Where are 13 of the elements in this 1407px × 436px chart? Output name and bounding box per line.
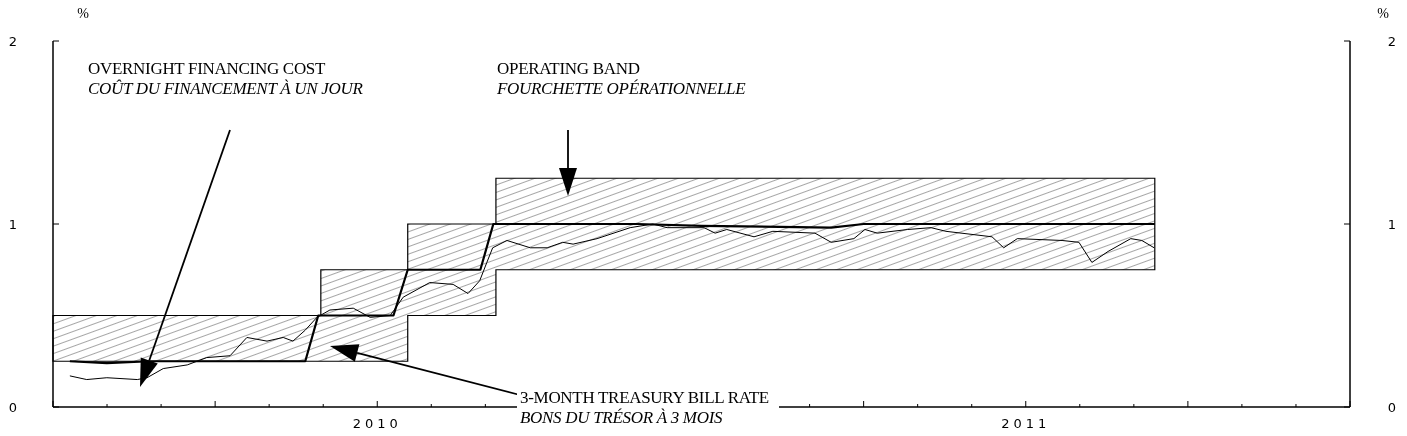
y-tick-label: 1 [8, 217, 18, 232]
annotation: OPERATING BAND FOURCHETTE OPÉRATIONNELLE [496, 59, 747, 98]
y2-tick-label: 1 [1387, 217, 1397, 232]
x-tick-label: 2010 [352, 416, 402, 431]
annotation: OVERNIGHT FINANCING COST COÛT DU FINANCEMENT À UN JOUR [88, 59, 364, 98]
annotation: 3-MONTH TREASURY BILL RATE BONS DU TRÉSOR À 3 MOIS [520, 388, 769, 427]
y2-tick-label: 0 [1387, 400, 1397, 415]
y-tick-label: 0 [8, 400, 18, 415]
y-axis-title: % [77, 6, 90, 21]
y2-axis-title: % [1377, 6, 1390, 21]
y2-tick-label: 2 [1387, 34, 1397, 49]
y-tick-label: 2 [8, 34, 18, 49]
x-tick-label: 2011 [1001, 416, 1051, 431]
